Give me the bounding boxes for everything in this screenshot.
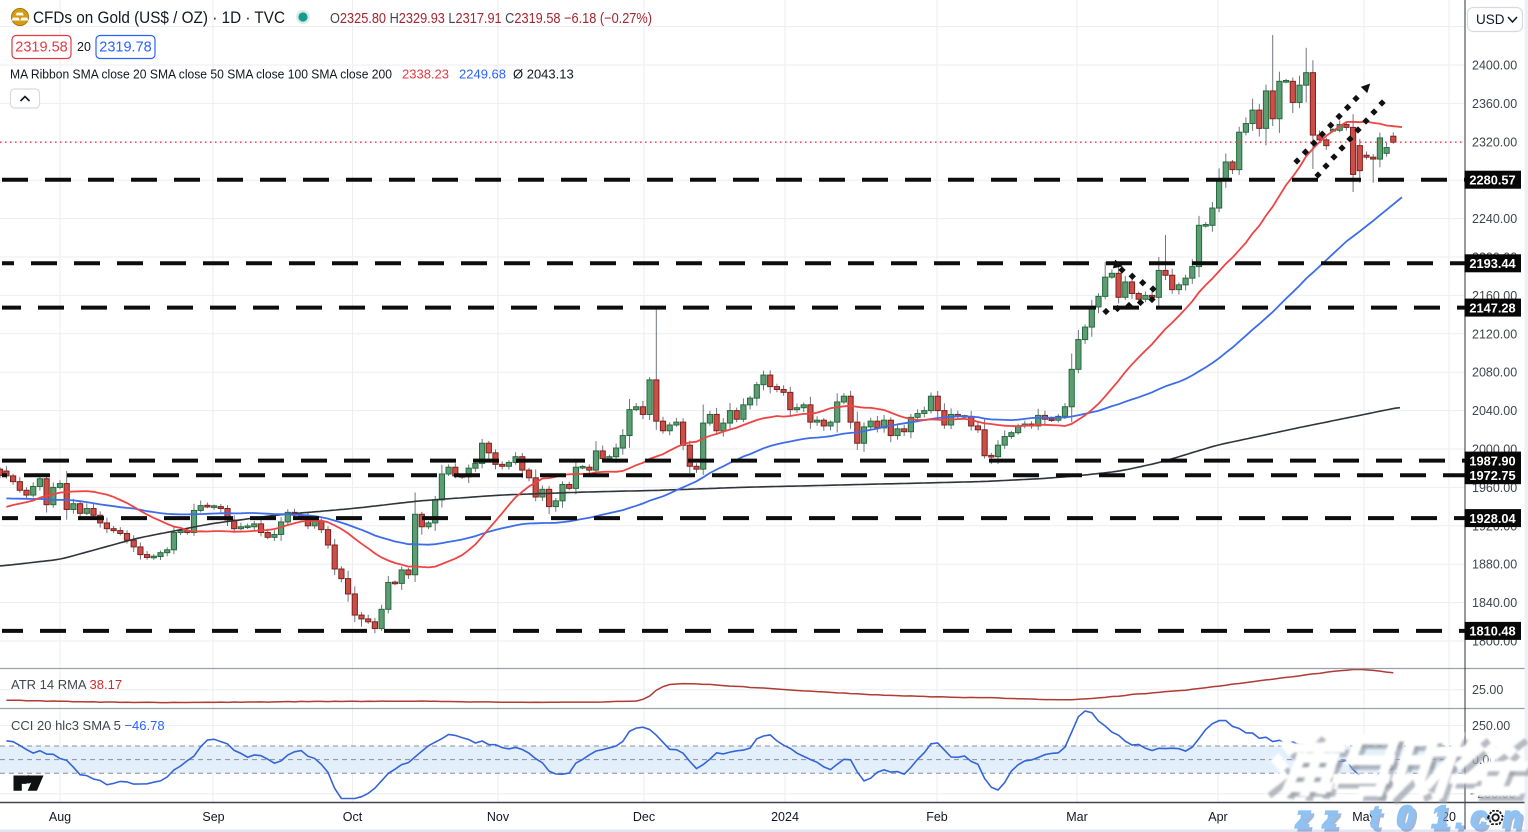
svg-text:1960.00: 1960.00 — [1472, 481, 1517, 495]
svg-text:Nov: Nov — [487, 810, 510, 824]
svg-text:1: 1 — [1431, 799, 1449, 832]
svg-text:z: z — [1294, 799, 1311, 832]
svg-text:O2325.80 H2329.93 L2317.91 C23: O2325.80 H2329.93 L2317.91 C2319.58 −6.1… — [330, 11, 652, 27]
svg-text:1880.00: 1880.00 — [1472, 558, 1517, 572]
svg-text:2320.00: 2320.00 — [1472, 135, 1517, 149]
svg-text:Oct: Oct — [343, 810, 363, 824]
svg-text:USD: USD — [1476, 12, 1505, 27]
svg-text:MA Ribbon SMA close 20 SMA clo: MA Ribbon SMA close 20 SMA close 50 SMA … — [10, 67, 392, 82]
svg-text:0: 0 — [1396, 799, 1414, 832]
svg-text:2147.28: 2147.28 — [1469, 300, 1515, 315]
svg-text:2280.57: 2280.57 — [1469, 172, 1515, 187]
svg-text:c: c — [1470, 799, 1488, 832]
svg-text:Ø 2043.13: Ø 2043.13 — [513, 67, 574, 82]
svg-text:t: t — [1369, 799, 1381, 832]
svg-text:1972.75: 1972.75 — [1469, 468, 1515, 483]
svg-text:.: . — [1455, 799, 1464, 832]
svg-text:Dec: Dec — [633, 810, 655, 824]
svg-text:Apr: Apr — [1208, 810, 1227, 824]
svg-text:z: z — [1297, 802, 1314, 832]
svg-text:1: 1 — [1434, 802, 1452, 832]
svg-text:.: . — [1458, 802, 1467, 832]
svg-text:1987.90: 1987.90 — [1469, 453, 1515, 468]
svg-text:Aug: Aug — [49, 810, 71, 824]
svg-text:25.00: 25.00 — [1472, 683, 1503, 697]
svg-text:1810.48: 1810.48 — [1469, 624, 1515, 639]
svg-text:2319.78: 2319.78 — [99, 40, 151, 56]
svg-text:250.00: 250.00 — [1472, 719, 1510, 733]
svg-text:z: z — [1321, 799, 1338, 832]
svg-text:20: 20 — [1442, 810, 1456, 824]
svg-text:2024: 2024 — [771, 810, 799, 824]
svg-text:2319.58: 2319.58 — [15, 40, 67, 56]
svg-text:z: z — [1324, 802, 1341, 832]
svg-text:CFDs on Gold (US$ / OZ) · 1D ·: CFDs on Gold (US$ / OZ) · 1D · TVC — [33, 9, 285, 27]
svg-text:n: n — [1505, 802, 1525, 832]
svg-text:1840.00: 1840.00 — [1472, 596, 1517, 610]
svg-text:2400.00: 2400.00 — [1472, 59, 1517, 73]
svg-text:2120.00: 2120.00 — [1472, 327, 1517, 341]
svg-text:t: t — [1372, 802, 1384, 832]
svg-text:Sep: Sep — [202, 810, 224, 824]
svg-text:1928.04: 1928.04 — [1469, 511, 1516, 526]
svg-text:n: n — [1502, 799, 1522, 832]
svg-text:20: 20 — [77, 40, 91, 54]
svg-text:Feb: Feb — [926, 810, 948, 824]
svg-text:2193.44: 2193.44 — [1469, 256, 1516, 271]
svg-text:2360.00: 2360.00 — [1472, 97, 1517, 111]
svg-text:2080.00: 2080.00 — [1472, 366, 1517, 380]
svg-text:2338.23: 2338.23 — [402, 67, 449, 82]
svg-text:0: 0 — [1399, 802, 1417, 832]
svg-text:ATR 14 RMA 38.17: ATR 14 RMA 38.17 — [11, 677, 122, 692]
svg-text:c: c — [1473, 802, 1491, 832]
svg-text:CCI 20 hlc3 SMA 5 −46.78: CCI 20 hlc3 SMA 5 −46.78 — [11, 718, 165, 733]
svg-text:2249.68: 2249.68 — [459, 67, 506, 82]
svg-text:2040.00: 2040.00 — [1472, 404, 1517, 418]
svg-text:May: May — [1352, 810, 1376, 824]
svg-text:2240.00: 2240.00 — [1472, 212, 1517, 226]
svg-text:Mar: Mar — [1066, 810, 1088, 824]
